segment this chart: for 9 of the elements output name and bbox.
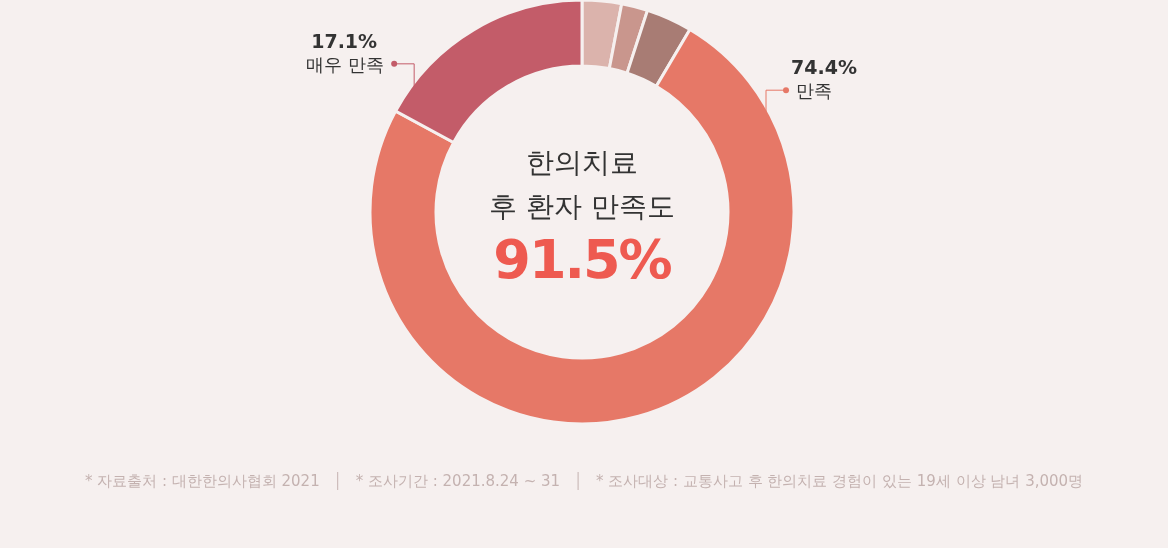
- text: * 자료출처 : 대한한의사협회 2021: [84, 472, 320, 490]
- text: * 조사대상 : 교통사고 후 한의치료 경험이 있는 19세 이상 남녀 3,000명: [596, 472, 1084, 490]
- data-label: 74.4%: [791, 56, 857, 79]
- legend-label: 만족: [796, 80, 833, 102]
- text: 91.5%: [493, 228, 672, 291]
- text: 한의치료 후 환자 만족도: [489, 146, 675, 223]
- text: * 조사기간 : 2021.8.24 ~ 31: [355, 472, 561, 490]
- slice-label: 매우 만족: [306, 53, 385, 75]
- data-label: 17.1%: [311, 29, 378, 52]
